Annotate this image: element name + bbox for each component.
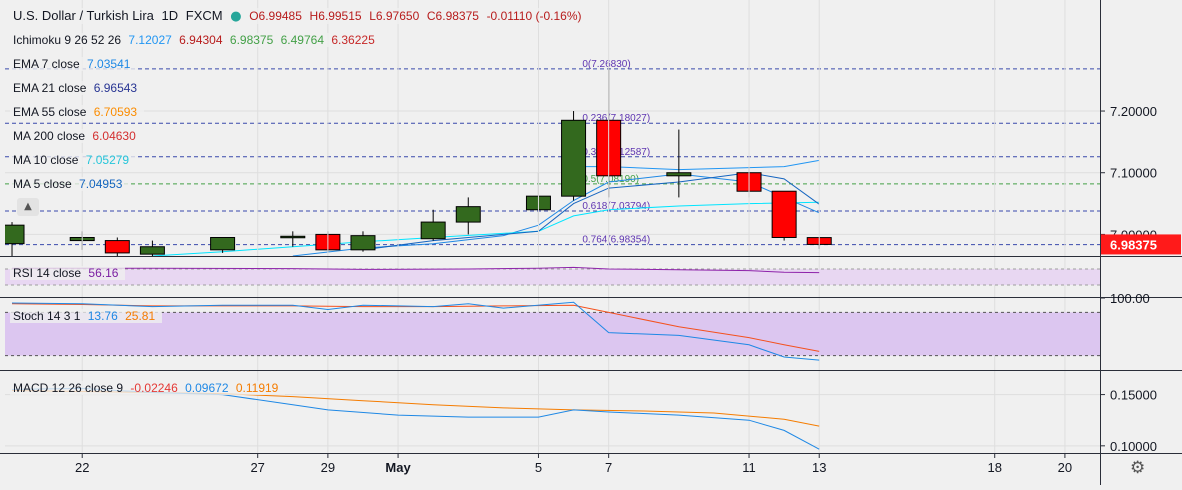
rsi-band bbox=[5, 269, 1100, 285]
indicator-name: EMA 7 close bbox=[13, 57, 80, 71]
indicator-value: 6.94304 bbox=[179, 33, 223, 47]
legend-ema21[interactable]: EMA 21 close 6.96543 bbox=[10, 81, 145, 95]
ohlc-open: O6.99485 bbox=[249, 9, 302, 23]
candle-body bbox=[561, 119, 587, 197]
exchange-label: FXCM bbox=[185, 8, 223, 23]
indicator-value: 6.04630 bbox=[92, 129, 136, 143]
indicator-value: 6.98375 bbox=[229, 33, 274, 47]
rsi-line bbox=[12, 266, 820, 274]
indicator-value: 6.36225 bbox=[331, 33, 375, 47]
legend-ma200[interactable]: MA 200 close 6.04630 bbox=[10, 129, 143, 143]
fib-level-label: 0.236(7.18027) bbox=[582, 113, 650, 124]
indicator-name: EMA 21 close bbox=[13, 81, 87, 95]
time-tick-label: 11 bbox=[742, 460, 756, 475]
candle-body bbox=[350, 235, 376, 251]
indicator-value: 6.49764 bbox=[280, 33, 325, 47]
indicator-name: RSI 14 close bbox=[13, 266, 82, 280]
legend-ema55[interactable]: EMA 55 close 6.70593 bbox=[10, 105, 145, 119]
indicator-value: 7.03541 bbox=[87, 57, 131, 71]
candle-body bbox=[771, 190, 797, 238]
ohlc-high: H6.99515 bbox=[309, 9, 362, 23]
macd-tick-label: 0.15000 bbox=[1110, 388, 1157, 403]
candle-body bbox=[5, 224, 25, 245]
legend-rsi[interactable]: RSI 14 close 56.16 bbox=[10, 266, 126, 280]
candle-body bbox=[420, 221, 446, 240]
time-tick-label: 13 bbox=[812, 460, 826, 475]
indicator-value: 0.11919 bbox=[235, 381, 279, 395]
candle-body bbox=[104, 240, 130, 254]
indicator-value: 13.76 bbox=[87, 309, 118, 323]
legend-ichimoku[interactable]: Ichimoku 9 26 52 26 7.12027 6.94304 6.98… bbox=[10, 33, 382, 47]
time-tick-label: 29 bbox=[321, 460, 335, 475]
indicator-value: 6.70593 bbox=[93, 105, 138, 119]
indicator-name: EMA 55 close bbox=[13, 105, 87, 119]
indicator-name: MACD 12 26 close 9 bbox=[13, 381, 124, 395]
stoch-band bbox=[5, 312, 1100, 356]
candle-body bbox=[666, 172, 692, 177]
indicator-name: MA 10 close bbox=[13, 153, 79, 167]
time-tick-label: 18 bbox=[987, 460, 1001, 475]
indicator-value: 7.05279 bbox=[85, 153, 130, 167]
indicator-value: 56.16 bbox=[88, 266, 119, 280]
indicator-value: 6.96543 bbox=[93, 81, 138, 95]
indicator-name: Ichimoku 9 26 52 26 bbox=[13, 33, 122, 47]
legend-macd[interactable]: MACD 12 26 close 9 -0.02246 0.09672 0.11… bbox=[10, 381, 286, 395]
fib-level-label: 0(7.26830) bbox=[582, 59, 630, 70]
collapse-legend-button[interactable]: ▲ bbox=[17, 198, 39, 216]
indicator-value: 7.04953 bbox=[79, 177, 123, 191]
gear-icon[interactable]: ⚙ bbox=[1130, 458, 1146, 478]
symbol-name: U.S. Dollar / Turkish Lira bbox=[13, 8, 154, 23]
candle-body bbox=[455, 206, 481, 223]
market-status-icon: ● bbox=[230, 9, 242, 24]
indicator-value: -0.02246 bbox=[130, 381, 178, 395]
chevron-up-icon: ▲ bbox=[24, 201, 32, 212]
fib-level-label: 0.618(7.03794) bbox=[582, 201, 650, 212]
legend-stoch[interactable]: Stoch 14 3 1 13.76 25.81 bbox=[10, 309, 163, 323]
stoch-k-line bbox=[11, 301, 820, 361]
interval-label: 1D bbox=[161, 8, 179, 23]
price-tick-label: 7.20000 bbox=[1110, 104, 1157, 119]
time-tick-label: 22 bbox=[75, 460, 89, 475]
legend-ma5[interactable]: MA 5 close 7.04953 bbox=[10, 177, 130, 191]
legend-ema7[interactable]: EMA 7 close 7.03541 bbox=[10, 57, 138, 71]
indicator-name: Stoch 14 3 1 bbox=[13, 309, 81, 323]
chart-header: U.S. Dollar / Turkish Lira 1D FXCM ● O6.… bbox=[10, 8, 589, 24]
time-tick-label: 27 bbox=[250, 460, 264, 475]
ohlc-change: -0.01110 (-0.16%) bbox=[486, 9, 582, 23]
macd-tick-label: 0.10000 bbox=[1110, 439, 1157, 454]
time-tick-label: 5 bbox=[535, 460, 542, 475]
indicator-name: MA 200 close bbox=[13, 129, 86, 143]
fib-level-label: 0.764(6.98354) bbox=[582, 235, 650, 246]
indicator-value: 25.81 bbox=[125, 309, 156, 323]
price-tick-label: 7.10000 bbox=[1110, 166, 1157, 181]
ohlc-close: C6.98375 bbox=[426, 9, 479, 23]
candle-body bbox=[139, 246, 165, 255]
legend-ma10[interactable]: MA 10 close 7.05279 bbox=[10, 153, 137, 167]
candle-body bbox=[210, 236, 236, 251]
ohlc-low: L6.97650 bbox=[369, 9, 420, 23]
stoch-tick-label: 100.00 bbox=[1110, 291, 1150, 306]
indicator-value: 0.09672 bbox=[185, 381, 229, 395]
time-tick-label: 7 bbox=[605, 460, 612, 475]
indicator-name: MA 5 close bbox=[13, 177, 72, 191]
last-price-label: 6.98375 bbox=[1110, 237, 1157, 252]
time-tick-label: 20 bbox=[1058, 460, 1072, 475]
fib-level-label: 0.5(7.08190) bbox=[582, 174, 639, 185]
last-price-tag bbox=[1101, 234, 1181, 255]
indicator-value: 7.12027 bbox=[128, 33, 172, 47]
candle-body bbox=[280, 235, 306, 239]
time-tick-label: May bbox=[385, 460, 411, 475]
